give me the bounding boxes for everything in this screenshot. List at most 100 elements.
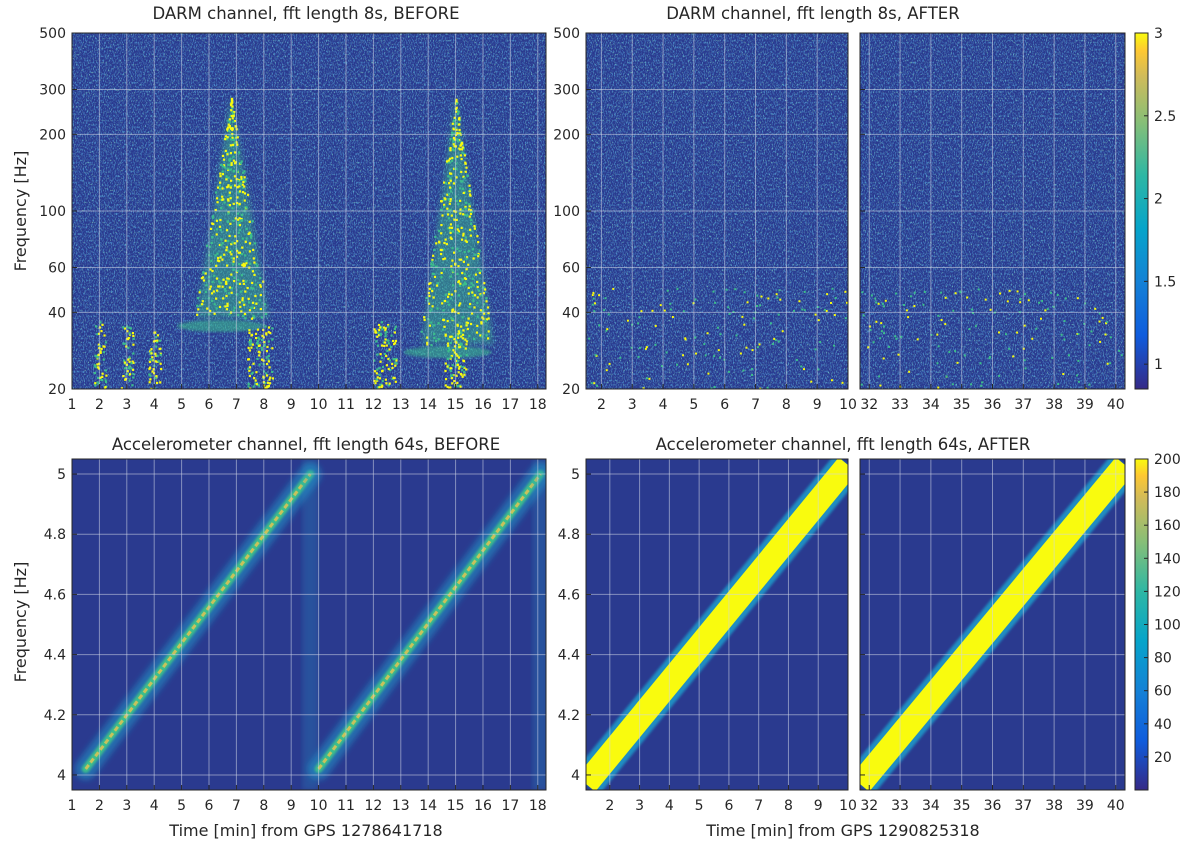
darm-before-burst-pixel [460,373,463,376]
darm-before-fan-pixel [453,138,456,141]
darm-before-fan-pixel [459,199,462,202]
darm-before-fan-pixel [440,232,443,235]
darm-before-fan-pixel [466,321,469,325]
darm-before-burst-pixel [385,354,388,358]
darm-before-fan-pixel [452,270,455,273]
darm-before-burst-pixel [249,343,252,346]
darm-before-burst-pixel [265,374,269,377]
darm-before-fan-pixel [220,207,223,210]
darm-before-fan-pixel [245,262,248,265]
darm-before-burst-pixel [127,367,131,370]
darm-before-burst-pixel [395,362,398,365]
darm-before-burst-pixel [268,378,271,381]
darm-after-seg0-ytick-label: 60 [562,260,580,276]
darm-before-fan-pixel [468,193,472,196]
darm-before-fan-pixel [449,149,452,152]
darm-before-fan-pixel [444,182,448,185]
darm-before-fan-pixel [230,184,233,188]
darm-before-fan-pixel [460,157,463,161]
darm-after-seg1-xtick-label: 38 [1045,397,1063,413]
darm-after-seg0-pixel [605,369,608,372]
darm-after-seg0-pixel [745,346,748,349]
darm-after-seg0-ytick-label: 500 [553,26,580,42]
darm-before-fan-pixel [446,295,450,298]
accel-before-reset-band [302,459,319,790]
accel-after-seg1-xtick-label: 39 [1076,798,1094,814]
darm-before-burst-pixel [378,329,381,332]
darm-before-burst-pixel [461,369,464,372]
darm-before-fan-pixel [213,274,216,277]
darm-before-fan-pixel [459,302,462,305]
darm-before-fan-pixel [448,147,451,150]
darm-before-fan-pixel [428,287,431,290]
darm-after-seg1-xtick-label: 32 [860,397,878,413]
darm-after-seg0-pixel [831,287,834,290]
darm-after-seg0-pixel [596,384,599,387]
darm-before-fan-pixel [227,279,230,282]
darm-before-fan-pixel [443,257,447,260]
darm-before-fan-pixel [463,154,466,157]
darm-after-seg1-pixel [875,320,878,323]
darm-after-seg0-pixel [608,362,611,365]
accel-before-xlabel: Time [min] from GPS 1278641718 [168,821,442,840]
darm-before-burst-pixel [381,369,384,372]
darm-after-seg1-pixel [882,332,885,335]
darm-after-seg1-pixel [971,308,974,311]
darm-before-fan-pixel [443,241,446,245]
darm-before-burst-pixel [252,385,255,388]
accel-before-xtick-label: 10 [310,798,328,814]
darm-before-burst-pixel [462,365,465,369]
darm-before-fan-pixel [251,301,255,304]
darm-before-fan-pixel [455,218,458,222]
darm-after-seg1-pixel [1088,383,1091,386]
darm-before-fan-pixel [242,265,245,268]
darm-before-fan-pixel [245,227,248,231]
darm-after-seg1-pixel [988,357,991,360]
accel-after-seg1-xtick-label: 36 [984,798,1002,814]
darm-before-fan-pixel [452,284,455,287]
darm-before-fan-pixel [231,136,234,139]
darm-before-burst-pixel [456,364,459,367]
darm-before-burst-pixel [265,386,268,389]
darm-after-seg1-pixel [1076,333,1079,336]
darm-before-burst-pixel [128,379,131,382]
darm-after-seg1-pixel [1006,300,1009,303]
darm-before-fan-pixel [442,258,445,261]
darm-before-fan-pixel [220,163,223,167]
darm-after-seg0-ytick-label: 20 [562,382,580,398]
darm-after-seg0-pixel [803,368,806,371]
darm-after-seg0-pixel [810,380,813,383]
darm-before-burst-pixel [384,335,387,338]
darm-before-fan-pixel [440,271,443,275]
darm-after-seg0-pixel [654,343,657,346]
darm-before-fan-pixel [218,285,221,288]
darm-after-seg0-pixel [591,303,594,306]
darm-before-title: DARM channel, fft length 8s, BEFORE [152,4,459,23]
darm-before-fan-pixel [209,268,212,271]
darm-before-fan-pixel [461,316,464,319]
accel-before-xtick-label: 7 [232,798,241,814]
darm-before-fan-pixel [455,162,458,165]
darm-after-seg1-pixel [944,296,947,299]
darm-colorbar-tick-label: 2 [1154,192,1163,208]
darm-before-burst-pixel [383,341,387,344]
darm-before-fan-pixel [462,260,465,263]
darm-before-burst-pixel [96,355,99,358]
darm-before-fan-pixel [469,234,472,237]
darm-after-seg0-pixel [592,297,595,300]
darm-before-fan-pixel [452,136,456,140]
darm-before-fan-pixel [254,242,257,245]
accel-after-seg0-ytick-label: 4.2 [558,708,580,724]
darm-before-fan-pixel [449,297,453,300]
darm-before-burst-pixel [156,339,159,342]
darm-before-fan-pixel [432,254,435,257]
darm-after-seg0-pixel [773,337,776,340]
accel-before-frame [71,458,547,791]
darm-before-burst-pixel [386,349,389,352]
darm-before-fan-pixel [222,278,225,281]
darm-before-burst-pixel [101,323,104,326]
darm-before-fan-pixel [431,260,434,263]
darm-before-fan-pixel [227,168,230,171]
darm-before-burst-pixel [462,329,465,332]
darm-before-burst-pixel [453,337,456,341]
